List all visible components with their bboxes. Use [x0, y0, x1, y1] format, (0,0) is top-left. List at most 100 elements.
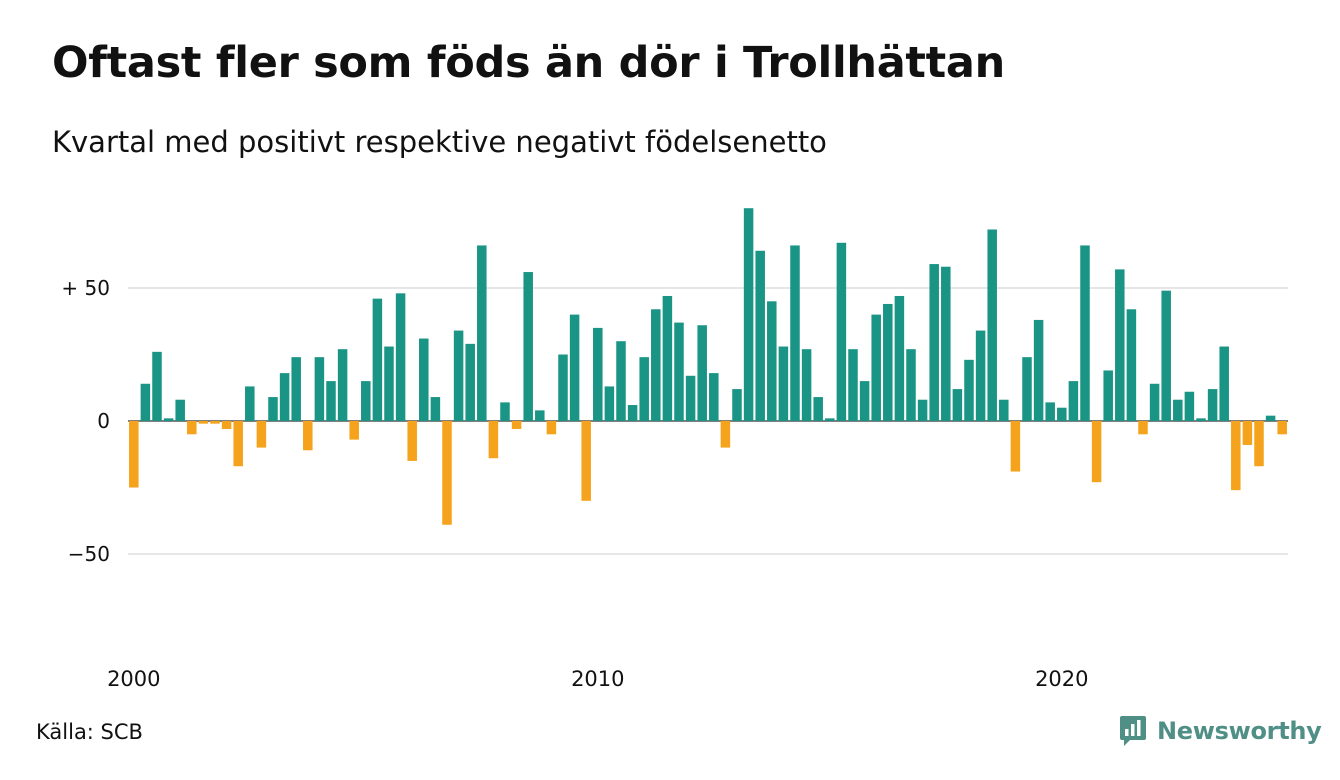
bar: [581, 421, 591, 501]
bar: [651, 309, 661, 421]
bar: [546, 421, 557, 435]
bar: [767, 301, 777, 421]
brand-logo: Newsworthy: [1118, 714, 1322, 748]
bar: [662, 295, 673, 421]
x-tick-label: 2000: [107, 667, 160, 691]
bar: [198, 421, 209, 424]
bar: [337, 349, 348, 421]
chart-title: Oftast fler som föds än dör i Trollhätta…: [52, 38, 1005, 88]
bar: [604, 386, 615, 421]
bar: [1080, 245, 1090, 421]
bar: [384, 346, 394, 421]
bar: [256, 421, 267, 448]
bar: [558, 354, 568, 421]
bar: [163, 418, 174, 421]
newsworthy-logo-icon: [1120, 716, 1146, 746]
bar: [906, 349, 916, 421]
bar: [326, 381, 336, 421]
bar: [268, 397, 278, 421]
bar: [720, 421, 731, 448]
bar: [279, 373, 290, 421]
bar: [1126, 309, 1137, 421]
bar: [453, 330, 464, 421]
bar: [1149, 383, 1160, 421]
bar: [941, 266, 951, 421]
bar: [1103, 370, 1113, 421]
bar: [801, 349, 812, 421]
bar: [836, 242, 847, 421]
bar: [152, 351, 162, 421]
bar: [848, 349, 858, 421]
bar: [1265, 415, 1276, 421]
bar: [477, 245, 487, 421]
bar: [685, 375, 696, 421]
bar: [859, 381, 870, 421]
bar: [1207, 389, 1218, 421]
bar: [894, 295, 905, 421]
bar: [1254, 421, 1264, 467]
bar-chart: + 50 0 −50 2000 2010 2020: [61, 208, 1288, 691]
bar: [1173, 399, 1183, 421]
bar: [1277, 421, 1287, 435]
bar: [593, 327, 603, 421]
bar: [1242, 421, 1253, 445]
bar: [535, 410, 545, 421]
x-tick-label: 2020: [1035, 667, 1088, 691]
bar: [245, 386, 255, 421]
bar: [140, 383, 151, 421]
bar: [1184, 391, 1195, 421]
bar: [1068, 381, 1079, 421]
bar: [1033, 319, 1044, 421]
bar: [732, 389, 742, 421]
bar: [1022, 357, 1032, 421]
bar: [407, 421, 417, 461]
bar: [291, 357, 301, 421]
bar: [430, 397, 441, 421]
bar: [639, 357, 649, 421]
y-tick-label: + 50: [61, 276, 110, 300]
bar: [372, 298, 383, 421]
bar: [349, 421, 359, 440]
bar: [221, 421, 232, 429]
bar: [778, 346, 789, 421]
bar: [952, 389, 963, 421]
bar: [871, 314, 881, 421]
bar: [883, 303, 893, 421]
bar: [1161, 290, 1171, 421]
y-tick-label: −50: [68, 542, 110, 566]
bar: [964, 359, 974, 421]
bar: [500, 402, 510, 421]
y-axis: + 50 0 −50: [61, 276, 110, 566]
bar: [233, 421, 243, 467]
bar: [210, 421, 220, 424]
bar: [361, 381, 371, 421]
bar: [929, 264, 939, 421]
bar: [1231, 421, 1241, 491]
bar: [674, 322, 684, 421]
bar: [616, 341, 626, 421]
bar: [1091, 421, 1102, 483]
bar: [1057, 407, 1067, 421]
source-note: Källa: SCB: [36, 720, 143, 744]
bar: [1045, 402, 1055, 421]
bar: [790, 245, 800, 421]
bar: [129, 421, 139, 488]
bar: [1196, 418, 1206, 421]
bar: [755, 250, 765, 421]
bars: [129, 208, 1287, 525]
bar: [175, 399, 185, 421]
bar: [1010, 421, 1021, 472]
bar: [1138, 421, 1148, 435]
bar: [419, 338, 429, 421]
bar: [975, 330, 986, 421]
x-axis: 2000 2010 2020: [107, 667, 1088, 691]
bar: [187, 421, 197, 435]
gridlines: [128, 287, 1288, 555]
bar: [488, 421, 499, 459]
bar: [569, 314, 580, 421]
bar: [465, 343, 475, 421]
bar: [697, 325, 707, 421]
brand-name: Newsworthy: [1157, 717, 1322, 745]
bar: [709, 373, 719, 421]
bar: [825, 418, 835, 421]
